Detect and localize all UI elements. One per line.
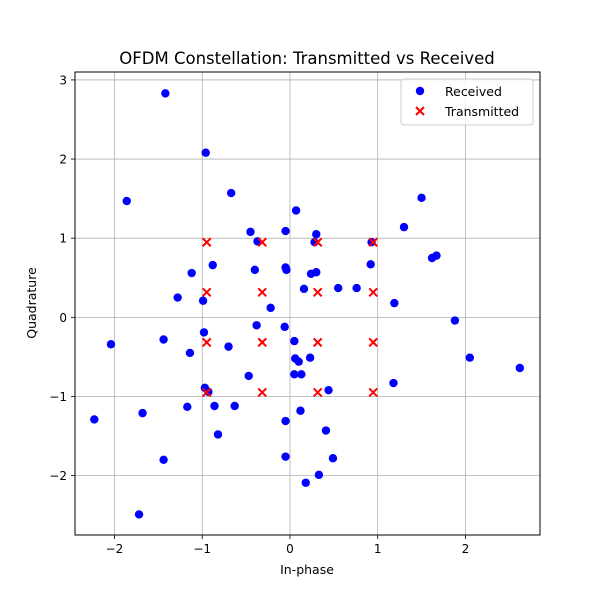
received-point [122, 196, 131, 206]
transmitted-point [257, 237, 267, 247]
received-point [296, 406, 305, 415]
received-point [187, 268, 196, 278]
received-point [301, 478, 310, 487]
received-point [199, 328, 209, 337]
received-point [299, 284, 309, 294]
legend: Received Transmitted [400, 78, 534, 126]
transmitted-point [368, 237, 378, 247]
received-point [297, 370, 306, 379]
received-point [281, 452, 290, 461]
received-point [399, 222, 409, 232]
transmitted-point [368, 287, 378, 298]
transmitted-point [312, 337, 323, 348]
transmitted-point [312, 387, 323, 398]
received-point [450, 316, 460, 325]
transmitted-point [368, 337, 378, 348]
legend-marker-received [415, 86, 425, 96]
received-point [173, 293, 182, 302]
chart-title: OFDM Constellation: Transmitted vs Recei… [119, 49, 494, 68]
received-point [106, 340, 116, 349]
received-point [366, 260, 375, 269]
received-point [208, 260, 217, 270]
received-point [159, 335, 168, 344]
transmitted-point [257, 387, 267, 398]
transmitted-point [257, 287, 267, 298]
plot-frame [74, 71, 541, 536]
received-point [432, 251, 441, 260]
x-axis-label: In-phase [280, 562, 334, 577]
received-point [161, 89, 170, 98]
received-point [213, 430, 223, 439]
x-tick-label: 0 [286, 542, 294, 556]
transmitted-point [201, 337, 212, 348]
received-point [290, 336, 299, 346]
transmitted-point [257, 337, 267, 348]
x-tick-label: −2 [106, 542, 124, 556]
received-point [90, 415, 99, 424]
x-tick-label: −1 [193, 542, 211, 556]
received-point [210, 401, 219, 411]
y-axis-label: Quadrature [24, 267, 39, 339]
y-tick-label: 1 [59, 232, 67, 246]
legend-marker-transmitted [415, 106, 425, 116]
transmitted-point [201, 237, 212, 247]
received-point [290, 370, 299, 379]
received-point [266, 303, 275, 313]
received-point [465, 353, 475, 362]
received-point [134, 510, 144, 519]
received-point [312, 268, 321, 277]
transmitted-point [201, 287, 212, 298]
received-point [389, 378, 398, 388]
received-point [291, 206, 301, 215]
y-tick-label: −2 [49, 469, 67, 483]
received-point [246, 227, 255, 237]
received-point [198, 296, 208, 305]
received-point [352, 283, 361, 293]
x-tick-label: 1 [374, 542, 382, 556]
received-point [244, 371, 253, 381]
received-point [294, 357, 303, 366]
transmitted-point [312, 237, 323, 247]
received-point [280, 322, 289, 332]
y-tick-label: 0 [59, 311, 67, 325]
received-point [417, 193, 426, 203]
received-point [321, 426, 331, 435]
received-point [334, 283, 343, 293]
transmitted-point [312, 287, 323, 298]
received-point [224, 342, 233, 351]
transmitted-point [201, 387, 212, 398]
received-point [282, 265, 291, 275]
received-point [281, 416, 290, 426]
received-point [312, 230, 321, 239]
received-point [367, 237, 376, 247]
received-point [159, 455, 168, 465]
received-point [250, 265, 260, 275]
received-point [183, 402, 192, 411]
received-point [226, 188, 236, 198]
received-point [390, 298, 399, 308]
received-point [515, 363, 525, 373]
received-point [324, 385, 333, 395]
received-point [328, 454, 338, 463]
received-point [281, 226, 290, 236]
received-point [252, 321, 261, 330]
legend-box [400, 78, 534, 126]
received-point [185, 348, 195, 358]
y-tick-label: 2 [59, 153, 67, 167]
legend-label-transmitted: Transmitted [444, 104, 519, 119]
received-point [138, 408, 147, 418]
received-point [230, 401, 239, 411]
received-point [305, 353, 315, 362]
x-tick-label: 2 [462, 542, 470, 556]
received-point [201, 148, 210, 157]
y-tick-label: −1 [49, 390, 67, 404]
transmitted-point [368, 387, 378, 398]
received-point [314, 470, 324, 480]
y-tick-label: 3 [59, 73, 67, 87]
legend-label-received: Received [445, 84, 502, 99]
